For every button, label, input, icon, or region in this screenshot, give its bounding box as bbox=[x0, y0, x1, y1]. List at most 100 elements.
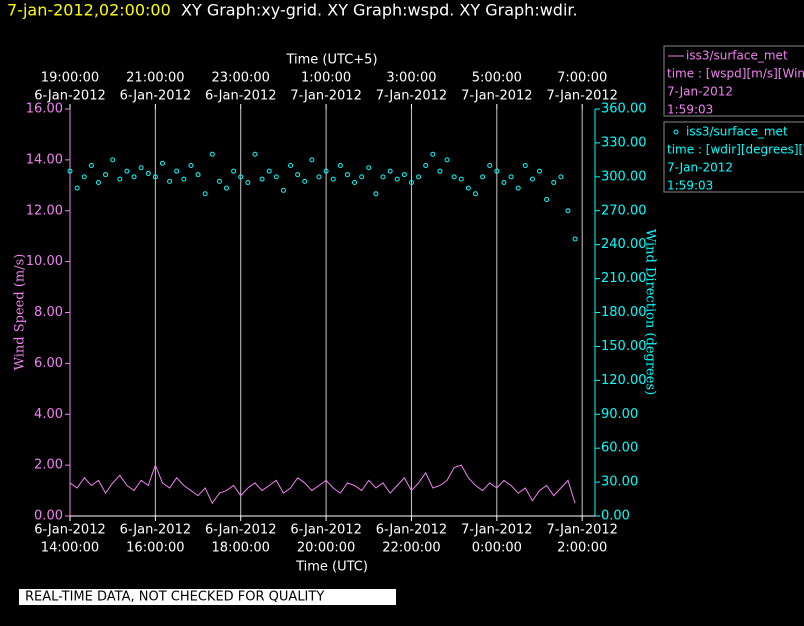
x-tick-label: 0:00:00 bbox=[472, 541, 522, 556]
x-tick-label: 14:00:00 bbox=[41, 541, 99, 556]
wind-direction-point bbox=[266, 168, 272, 174]
wind-direction-point bbox=[537, 168, 543, 174]
y-tick-label: 12.00 bbox=[26, 203, 63, 218]
y2-tick-label: 120.00 bbox=[601, 373, 647, 388]
wind-direction-point bbox=[366, 165, 372, 171]
wind-direction-point bbox=[380, 174, 386, 180]
wind-direction-point bbox=[551, 179, 557, 185]
wind-direction-point bbox=[216, 178, 222, 184]
wind-direction-point bbox=[323, 168, 329, 174]
legend-detail: 1:59:03 bbox=[667, 179, 713, 193]
wind-direction-point bbox=[487, 163, 493, 169]
wind-direction-point bbox=[131, 174, 137, 180]
y-tick-label: 16.00 bbox=[26, 102, 63, 117]
x-tick-label: 6-Jan-2012 bbox=[376, 523, 448, 538]
wind-direction-point bbox=[110, 157, 116, 163]
wind-direction-point bbox=[280, 187, 286, 193]
wind-direction-point bbox=[458, 176, 464, 182]
x2-tick-label: 6-Jan-2012 bbox=[205, 89, 277, 104]
legend-name: iss3/surface_met bbox=[686, 49, 788, 63]
wind-direction-point bbox=[231, 168, 237, 174]
wind-direction-point bbox=[401, 172, 407, 178]
x2-tick-label: 1:00:00 bbox=[301, 71, 351, 86]
wind-speed-line bbox=[69, 463, 576, 505]
x2-axis-label: Time (UTC+5) bbox=[285, 53, 377, 68]
x-tick-label: 6-Jan-2012 bbox=[34, 523, 106, 538]
wind-direction-point bbox=[544, 196, 550, 202]
legend-detail: time : [wdir][degrees][V bbox=[667, 143, 804, 157]
wind-direction-point bbox=[202, 191, 208, 197]
wind-direction-point bbox=[572, 236, 578, 242]
wind-direction-point bbox=[273, 174, 279, 180]
header-timestamp: 7-jan-2012,02:00:00 bbox=[7, 1, 171, 20]
wind-direction-point bbox=[174, 168, 180, 174]
wind-direction-point bbox=[522, 163, 528, 169]
legend-detail: 1:59:03 bbox=[667, 103, 713, 117]
y2-tick-label: 210.00 bbox=[601, 271, 647, 286]
x2-tick-label: 7-Jan-2012 bbox=[290, 89, 362, 104]
x2-tick-label: 6-Jan-2012 bbox=[34, 89, 106, 104]
legend-name: iss3/surface_met bbox=[686, 125, 788, 139]
y2-tick-label: 300.00 bbox=[601, 169, 647, 184]
wind-direction-point bbox=[67, 168, 73, 174]
x2-tick-label: 7-Jan-2012 bbox=[376, 89, 448, 104]
wind-direction-point bbox=[138, 165, 144, 171]
y-tick-label: 10.00 bbox=[26, 254, 63, 269]
y2-tick-label: 330.00 bbox=[601, 135, 647, 150]
x-tick-label: 6-Jan-2012 bbox=[205, 523, 277, 538]
y2-tick-label: 180.00 bbox=[601, 305, 647, 320]
wind-direction-point bbox=[88, 163, 94, 169]
wind-direction-point bbox=[501, 179, 507, 185]
x-tick-label: 22:00:00 bbox=[382, 541, 440, 556]
wind-direction-point bbox=[465, 185, 471, 191]
footer-note: REAL-TIME DATA, NOT CHECKED FOR QUALITY bbox=[25, 590, 324, 605]
x2-tick-label: 7:00:00 bbox=[557, 71, 607, 86]
wind-direction-point bbox=[373, 191, 379, 197]
wind-direction-point bbox=[387, 168, 393, 174]
x-tick-label: 16:00:00 bbox=[126, 541, 184, 556]
y2-tick-label: 60.00 bbox=[601, 441, 638, 456]
wind-direction-point bbox=[81, 174, 87, 180]
y2-tick-label: 150.00 bbox=[601, 339, 647, 354]
wind-direction-point bbox=[209, 151, 215, 157]
wind-direction-point bbox=[195, 172, 201, 178]
wind-direction-point bbox=[558, 174, 564, 180]
wind-direction-point bbox=[394, 176, 400, 182]
wind-direction-point bbox=[117, 176, 123, 182]
wind-direction-point bbox=[159, 160, 165, 166]
x2-tick-label: 6-Jan-2012 bbox=[120, 89, 192, 104]
wind-direction-point bbox=[352, 179, 358, 185]
y2-tick-label: 0.00 bbox=[601, 509, 630, 524]
x-tick-label: 18:00:00 bbox=[212, 541, 270, 556]
wind-direction-point bbox=[181, 176, 187, 182]
x-tick-label: 2:00:00 bbox=[557, 541, 607, 556]
legend-detail: 7-Jan-2012 bbox=[667, 161, 733, 175]
y2-tick-label: 360.00 bbox=[601, 102, 647, 117]
wind-direction-point bbox=[302, 178, 308, 184]
header-graphs: XY Graph:xy-grid. XY Graph:wspd. XY Grap… bbox=[181, 1, 578, 20]
wind-direction-point bbox=[95, 179, 101, 185]
wind-direction-point bbox=[423, 163, 429, 169]
legend-detail: time : [wspd][m/s][Wind bbox=[667, 67, 804, 81]
y-axis-label: Wind Speed (m/s) bbox=[13, 254, 28, 371]
wind-direction-point bbox=[103, 172, 109, 178]
wind-direction-point bbox=[330, 176, 336, 182]
x-tick-label: 6-Jan-2012 bbox=[290, 523, 362, 538]
wind-direction-point bbox=[74, 185, 80, 191]
y-tick-label: 14.00 bbox=[26, 152, 63, 167]
wind-direction-point bbox=[416, 174, 422, 180]
y-tick-label: 2.00 bbox=[34, 458, 63, 473]
x-tick-label: 20:00:00 bbox=[297, 541, 355, 556]
wind-direction-point bbox=[344, 172, 350, 178]
wind-direction-point bbox=[145, 170, 151, 176]
y2-tick-label: 270.00 bbox=[601, 203, 647, 218]
wind-direction-point bbox=[188, 163, 194, 169]
y-tick-label: 8.00 bbox=[34, 305, 63, 320]
x2-tick-label: 23:00:00 bbox=[212, 71, 270, 86]
y2-tick-label: 90.00 bbox=[601, 407, 638, 422]
wind-direction-point bbox=[288, 163, 294, 169]
wind-direction-point bbox=[494, 168, 500, 174]
x-tick-label: 7-Jan-2012 bbox=[546, 523, 618, 538]
wind-direction-point bbox=[444, 157, 450, 163]
x2-tick-label: 7-Jan-2012 bbox=[546, 89, 618, 104]
